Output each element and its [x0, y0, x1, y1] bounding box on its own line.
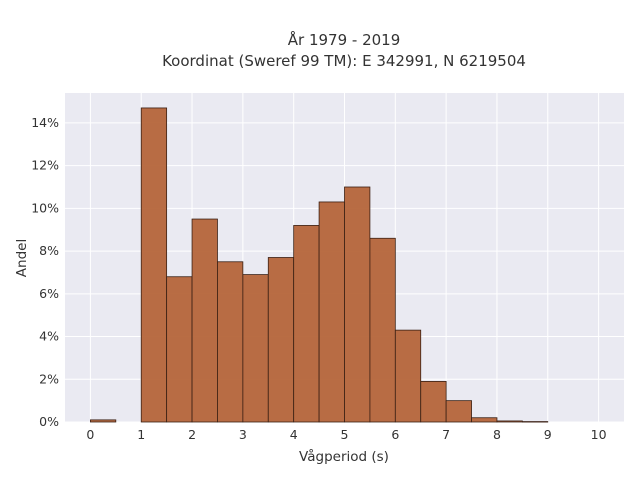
histogram-bar — [445, 400, 472, 423]
histogram-bars — [90, 107, 549, 423]
histogram-bar — [217, 261, 244, 423]
y-tick-label: 6% — [39, 286, 59, 301]
y-tick-label: 10% — [31, 200, 59, 215]
y-tick-label: 8% — [39, 243, 59, 258]
histogram-bar — [140, 107, 168, 423]
histogram-bar — [318, 201, 345, 423]
x-axis-ticks: 0 1 2 3 4 5 6 7 8 9 10 — [86, 427, 606, 442]
histogram-bar — [242, 274, 269, 423]
y-tick-label: 0% — [39, 414, 59, 429]
y-tick-label: 14% — [31, 115, 59, 130]
x-tick-label: 0 — [86, 427, 94, 442]
histogram-bar — [191, 218, 218, 423]
histogram-bar — [344, 186, 371, 423]
chart-title-line-2: Koordinat (Sweref 99 TM): E 342991, N 62… — [162, 52, 526, 70]
x-tick-label: 4 — [290, 427, 298, 442]
chart-title-line-1: År 1979 - 2019 — [288, 30, 401, 49]
histogram-bar — [394, 329, 422, 423]
x-tick-label: 10 — [591, 427, 607, 442]
x-tick-label: 2 — [188, 427, 196, 442]
histogram-bar — [496, 420, 523, 423]
histogram-bar — [90, 419, 117, 423]
x-tick-label: 9 — [544, 427, 552, 442]
histogram-bar — [521, 421, 549, 423]
x-tick-label: 6 — [391, 427, 399, 442]
y-axis-ticks: 0% 2% 4% 6% 8% 10% 12% 14% — [31, 115, 59, 429]
x-axis-label: Vågperiod (s) — [299, 448, 389, 465]
x-tick-label: 8 — [493, 427, 501, 442]
histogram-bar — [293, 225, 320, 423]
histogram-bar — [166, 276, 193, 423]
y-tick-label: 12% — [31, 158, 59, 173]
histogram-bar — [267, 257, 295, 423]
y-axis-label: Andel — [14, 239, 30, 277]
histogram-bar — [369, 237, 396, 423]
x-tick-label: 7 — [442, 427, 450, 442]
histogram-bar — [471, 417, 498, 423]
x-tick-label: 5 — [341, 427, 349, 442]
y-tick-label: 4% — [39, 329, 59, 344]
histogram-bar — [420, 381, 447, 423]
x-tick-label: 3 — [239, 427, 247, 442]
x-tick-label: 1 — [137, 427, 145, 442]
y-tick-label: 2% — [39, 371, 59, 386]
